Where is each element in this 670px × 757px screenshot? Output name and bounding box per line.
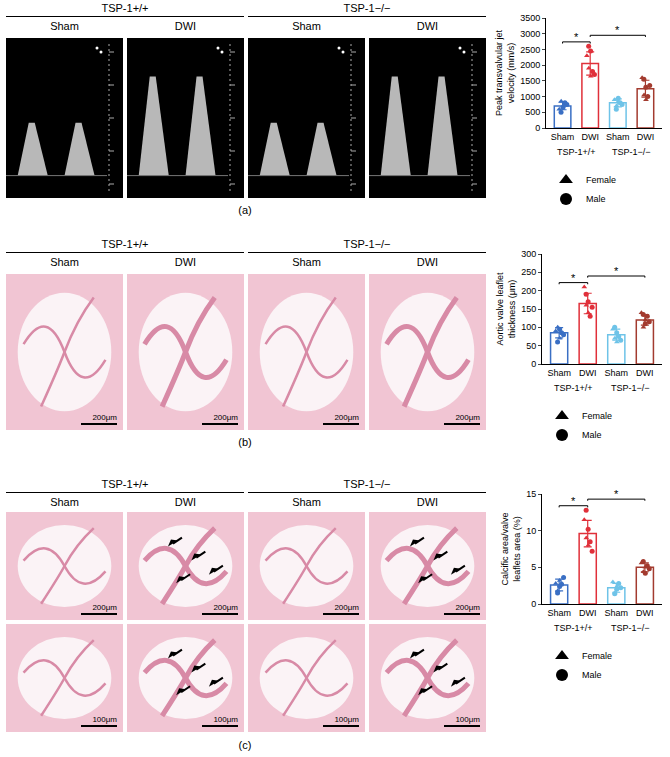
svg-text:100: 100 xyxy=(521,322,536,332)
html-text:Sham: Sham xyxy=(292,20,321,32)
html-text:Sham: Sham xyxy=(292,496,321,508)
svg-text:10: 10 xyxy=(526,526,536,536)
svg-text:Aortic valve leafletthickness: Aortic valve leafletthickness (μm) xyxy=(495,272,517,346)
svg-text:200μm: 200μm xyxy=(92,413,117,422)
svg-text:TSP-1+/+: TSP-1+/+ xyxy=(554,623,593,633)
html-text:DWI: DWI xyxy=(174,20,197,32)
svg-text:200μm: 200μm xyxy=(455,603,480,612)
svg-text:*: * xyxy=(574,31,579,43)
svg-text:3500: 3500 xyxy=(520,13,540,23)
svg-text:0: 0 xyxy=(531,599,536,609)
svg-text:200μm: 200μm xyxy=(92,603,117,612)
svg-text:Male: Male xyxy=(582,430,602,440)
svg-text:*: * xyxy=(614,265,619,277)
svg-text:*: * xyxy=(614,488,619,500)
svg-text:DWI: DWI xyxy=(581,132,599,142)
svg-text:100μm: 100μm xyxy=(213,715,238,724)
svg-text:1500: 1500 xyxy=(520,76,540,86)
html-text:Sham: Sham xyxy=(50,256,79,268)
html-text:TSP-1+/+: TSP-1+/+ xyxy=(101,238,149,250)
svg-text:Peak transvalvular jetvelocity: Peak transvalvular jetvelocity (mm/s) xyxy=(494,29,516,116)
svg-text:2500: 2500 xyxy=(520,45,540,55)
svg-text:1000: 1000 xyxy=(520,92,540,102)
svg-text:DWI: DWI xyxy=(579,368,597,378)
html-text:TSP-1+/+: TSP-1+/+ xyxy=(101,2,149,14)
html-text:DWI: DWI xyxy=(416,496,439,508)
svg-text:TSP-1+/+: TSP-1+/+ xyxy=(557,147,596,157)
svg-text:3000: 3000 xyxy=(520,29,540,39)
html-text:DWI: DWI xyxy=(416,256,439,268)
svg-text:15: 15 xyxy=(526,489,536,499)
svg-text:DWI: DWI xyxy=(637,132,655,142)
svg-text:Sham: Sham xyxy=(605,608,629,618)
svg-text:DWI: DWI xyxy=(636,368,654,378)
svg-text:TSP-1−/−: TSP-1−/− xyxy=(611,383,650,393)
svg-text:0: 0 xyxy=(531,359,536,369)
html-text:TSP-1+/+: TSP-1+/+ xyxy=(101,478,149,490)
html-text:TSP-1−/−: TSP-1−/− xyxy=(343,478,391,490)
svg-text:Sham: Sham xyxy=(605,368,629,378)
html-text:Sham: Sham xyxy=(50,496,79,508)
svg-text:50: 50 xyxy=(526,341,536,351)
svg-text:150: 150 xyxy=(521,304,536,314)
svg-text:Sham: Sham xyxy=(547,368,571,378)
svg-text:*: * xyxy=(615,24,620,36)
html-text:(a): (a) xyxy=(238,204,252,216)
svg-text:Sham: Sham xyxy=(551,132,575,142)
svg-text:Female: Female xyxy=(582,411,612,421)
svg-text:DWI: DWI xyxy=(579,608,597,618)
html-text:Sham: Sham xyxy=(292,256,321,268)
html-text:DWI: DWI xyxy=(416,20,439,32)
svg-text:200: 200 xyxy=(521,286,536,296)
svg-text:250: 250 xyxy=(521,267,536,277)
svg-text:Calcific area/valveleaflets ar: Calcific area/valveleaflets area (%) xyxy=(500,512,522,585)
svg-text:200μm: 200μm xyxy=(213,413,238,422)
svg-text:TSP-1−/−: TSP-1−/− xyxy=(612,147,651,157)
svg-text:5: 5 xyxy=(531,562,536,572)
svg-text:300: 300 xyxy=(521,249,536,259)
html-text:TSP-1−/−: TSP-1−/− xyxy=(343,2,391,14)
html-text:(b): (b) xyxy=(238,436,252,448)
svg-text:200μm: 200μm xyxy=(455,413,480,422)
svg-text:200μm: 200μm xyxy=(334,603,359,612)
svg-text:0: 0 xyxy=(535,123,540,133)
svg-text:DWI: DWI xyxy=(636,608,654,618)
html-text:TSP-1−/−: TSP-1−/− xyxy=(343,238,391,250)
svg-text:*: * xyxy=(571,495,576,507)
svg-text:500: 500 xyxy=(525,107,540,117)
svg-text:TSP-1−/−: TSP-1−/− xyxy=(611,623,650,633)
svg-text:*: * xyxy=(571,272,576,284)
svg-text:TSP-1+/+: TSP-1+/+ xyxy=(554,383,593,393)
svg-text:100μm: 100μm xyxy=(92,715,117,724)
svg-text:100μm: 100μm xyxy=(334,715,359,724)
svg-text:200μm: 200μm xyxy=(334,413,359,422)
html-text:DWI: DWI xyxy=(174,256,197,268)
html-text:(c): (c) xyxy=(238,739,252,751)
svg-text:200μm: 200μm xyxy=(213,603,238,612)
svg-text:100μm: 100μm xyxy=(455,715,480,724)
svg-text:Sham: Sham xyxy=(547,608,571,618)
svg-text:Female: Female xyxy=(586,175,616,185)
svg-text:Female: Female xyxy=(582,651,612,661)
svg-text:2000: 2000 xyxy=(520,60,540,70)
svg-text:Male: Male xyxy=(586,194,606,204)
svg-text:Sham: Sham xyxy=(606,132,630,142)
html-text:DWI: DWI xyxy=(174,496,197,508)
svg-text:Male: Male xyxy=(582,670,602,680)
html-text:Sham: Sham xyxy=(50,20,79,32)
